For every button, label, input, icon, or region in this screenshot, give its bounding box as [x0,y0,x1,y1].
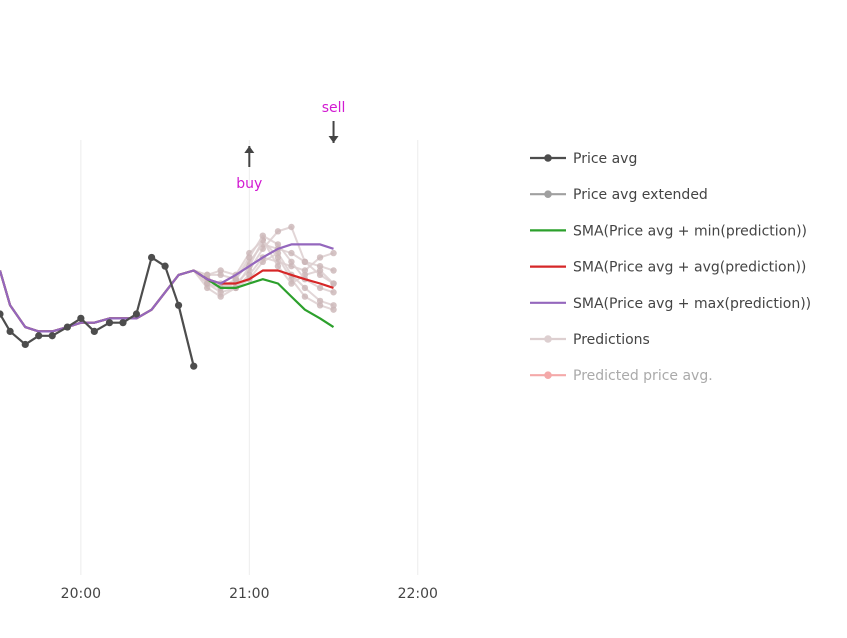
legend-label: Predicted price avg. [573,368,713,384]
x-tick-20-00: 20:00 [61,586,101,602]
annotation-buy: buy [236,146,262,192]
prediction-point [316,267,324,274]
data-point [161,262,169,270]
prediction-point [330,267,337,274]
prediction-lines [192,223,337,313]
prediction-point [330,306,337,313]
legend-swatch-marker [544,154,552,162]
x-tick-22-00: 22:00 [398,586,438,602]
legend-label: SMA(Price avg + avg(prediction)) [573,260,806,276]
data-point [119,319,127,327]
prediction-point [288,249,295,257]
series-line-price-avg [0,256,195,367]
prediction-point [274,228,282,235]
prediction-point [274,254,282,261]
prediction-point [301,284,309,292]
x-tick-labels: 20:00 21:00 22:00 [61,586,438,602]
data-point [0,310,4,318]
series-lines [0,243,335,370]
prediction-point [259,232,266,239]
prediction-point [217,267,224,274]
series-sma-price-avg-avg-prediction [0,269,334,333]
data-point [148,253,156,262]
series-line-sma-price-avg-min-prediction [0,269,335,333]
series-sma-price-avg-max-prediction [0,243,334,333]
data-point [90,327,98,335]
prediction-point [301,293,309,300]
legend-label: Price avg extended [573,187,708,203]
legend-item-price-avg-extended[interactable]: Price avg extended [530,187,708,203]
data-point [105,319,114,327]
prediction-point [301,258,309,265]
data-point [21,340,29,349]
prediction-point [246,271,253,279]
legend-item-predicted-price-avg[interactable]: Predicted price avg. [530,368,713,384]
legend-swatch-marker [544,371,552,380]
legend-item-price-avg[interactable]: Price avg [530,151,637,167]
prediction-point [316,284,324,292]
data-point [77,314,85,322]
prediction-point [330,249,337,257]
series-price-avg [0,253,198,370]
annotation-arrow-head [244,146,255,153]
legend-swatch-marker [544,190,552,198]
prediction-trace [193,236,337,287]
x-gridlines [80,140,419,575]
trade-annotations: buy sell [236,100,345,192]
prediction-point [204,271,211,279]
data-point [48,332,56,340]
data-point [6,327,14,335]
series-line-sma-price-avg-max-prediction [0,243,334,333]
prediction-point [316,254,324,261]
prediction-point [330,280,337,287]
prediction-point [288,258,295,265]
annotation-sell: sell [322,100,346,143]
data-point [190,362,198,370]
legend-item-sma-price-avg-avg-prediction[interactable]: SMA(Price avg + avg(prediction)) [530,260,806,276]
data-point [35,332,43,340]
legend-label: SMA(Price avg + min(prediction)) [573,223,807,239]
prediction-point [316,302,324,309]
prediction-point [330,289,337,296]
data-point [63,323,71,331]
prediction-point [288,223,295,231]
annotation-label: sell [322,100,346,116]
series-line-sma-price-avg-avg-prediction [0,269,334,333]
legend-swatch-marker [544,335,552,343]
legend-item-predictions[interactable]: Predictions [530,332,650,348]
data-point [132,310,141,318]
series-sma-price-avg-min-prediction [0,269,335,333]
legend-item-sma-price-avg-max-prediction[interactable]: SMA(Price avg + max(prediction)) [530,296,811,312]
prediction-point [232,276,240,283]
legend-label: Price avg [573,151,637,167]
prediction-point [274,262,282,270]
legend-label: SMA(Price avg + max(prediction)) [573,296,811,312]
prediction-point [288,280,295,287]
prediction-point [274,241,282,248]
legend-item-sma-price-avg-min-prediction[interactable]: SMA(Price avg + min(prediction)) [530,223,807,239]
annotation-label: buy [236,176,262,192]
x-tick-21-00: 21:00 [229,586,269,602]
prediction-point [204,280,211,287]
prediction-point [246,254,253,261]
data-point [174,301,183,309]
annotation-arrow-head [328,136,339,143]
legend[interactable]: Price avg Price avg extended SMA(Price avg… [530,151,811,384]
legend-label: Predictions [573,332,650,348]
prediction-point [217,293,224,300]
